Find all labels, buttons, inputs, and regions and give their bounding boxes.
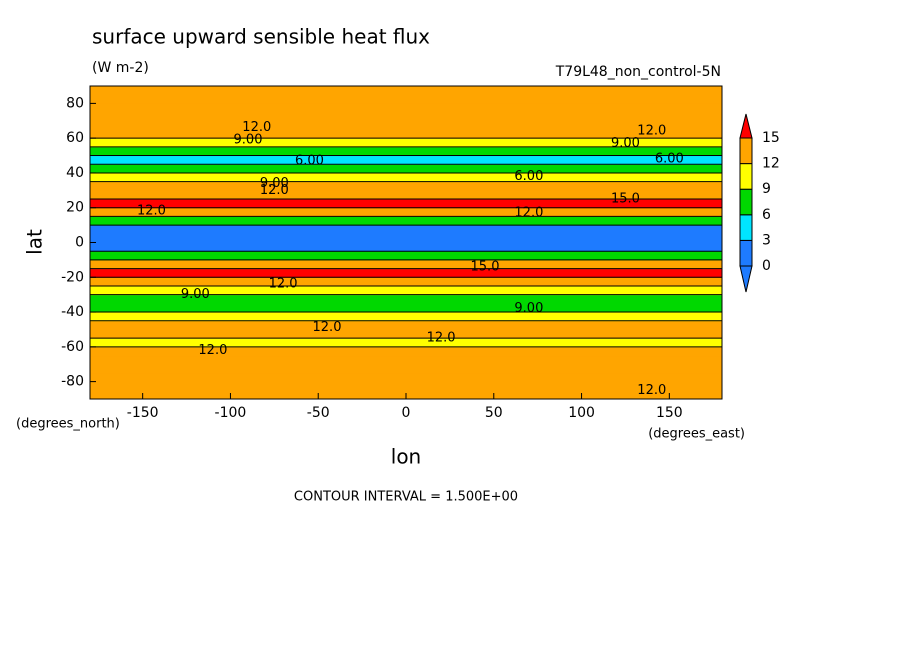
y-tick-label: 60 — [66, 130, 84, 146]
y-tick-label: 80 — [66, 95, 84, 111]
colorbar-under — [739, 265, 753, 293]
contour-label: 9.00 — [260, 176, 289, 191]
contour-label: 12.0 — [514, 205, 543, 220]
field-band — [90, 190, 722, 200]
contour-label: 12.0 — [260, 183, 289, 198]
y-tick-label: 20 — [66, 200, 84, 216]
contour-label: 9.00 — [181, 287, 210, 302]
contour-label: 9.00 — [234, 132, 263, 147]
contour-label: 12.0 — [637, 124, 666, 139]
contour-label: 6.00 — [295, 153, 324, 168]
contour-label: 12.0 — [137, 204, 166, 219]
field-band — [90, 155, 722, 165]
field-band — [90, 364, 722, 374]
field-band — [90, 259, 722, 270]
contour-label: 12.0 — [269, 277, 298, 292]
field-band — [90, 225, 722, 235]
field-band — [90, 294, 722, 304]
x-units: (degrees_east) — [648, 427, 745, 442]
field-band — [90, 86, 722, 96]
field-band — [90, 268, 722, 278]
colorbar-band — [739, 188, 753, 216]
y-units: (degrees_north) — [16, 417, 120, 432]
field-band — [90, 251, 722, 261]
field-band — [90, 242, 722, 252]
colorbar-label: 9 — [762, 181, 771, 197]
contour-label: 6.00 — [514, 169, 543, 184]
x-tick-label: -50 — [307, 405, 330, 421]
field-band — [90, 138, 722, 148]
colorbar-over — [739, 113, 753, 139]
field-band — [90, 129, 722, 139]
contour-label: 12.0 — [637, 383, 666, 398]
field-band — [90, 120, 722, 130]
colorbar-label: 6 — [762, 207, 771, 223]
y-tick-label: 0 — [75, 235, 84, 251]
y-tick-label: -40 — [61, 304, 84, 320]
field-band — [90, 233, 722, 243]
field-band — [90, 355, 722, 365]
x-tick-label: 0 — [402, 405, 411, 421]
field-band — [90, 338, 722, 348]
field-band — [90, 146, 722, 157]
field-band — [90, 372, 722, 383]
contour-label: 12.0 — [427, 331, 456, 346]
y-axis-label: lat — [23, 229, 47, 255]
contour-label: 15.0 — [471, 259, 500, 274]
chart-title: surface upward sensible heat flux — [92, 25, 430, 49]
dataset-label: T79L48_non_control-5N — [555, 64, 721, 80]
field-band — [90, 164, 722, 174]
colorbar-band — [739, 214, 753, 241]
colorbar-label: 15 — [762, 130, 780, 146]
contour-label: 15.0 — [611, 192, 640, 207]
colorbar-band — [739, 137, 753, 165]
field-band — [90, 216, 722, 226]
field-band — [90, 303, 722, 313]
y-tick-label: -60 — [61, 339, 84, 355]
chart-subtitle: (W m-2) — [92, 60, 149, 76]
field-band — [90, 112, 722, 122]
contour-label: 12.0 — [313, 320, 342, 335]
x-tick-label: 50 — [485, 405, 503, 421]
x-tick-label: -150 — [127, 405, 159, 421]
field-band — [90, 285, 722, 296]
field-band — [90, 181, 722, 191]
colorbar-band — [739, 163, 753, 190]
contour-label: 9.00 — [514, 301, 543, 316]
field-band — [90, 320, 722, 330]
x-tick-label: 150 — [656, 405, 683, 421]
y-tick-label: -20 — [61, 269, 84, 285]
field-band — [90, 346, 722, 357]
field-band — [90, 103, 722, 113]
contour-label: 6.00 — [655, 152, 684, 167]
x-tick-label: -100 — [215, 405, 247, 421]
field-band — [90, 207, 722, 217]
x-tick-label: 100 — [568, 405, 595, 421]
contour-label: 12.0 — [198, 343, 227, 358]
field-band — [90, 199, 722, 209]
x-axis-label: lon — [391, 445, 421, 469]
field-band — [90, 329, 722, 339]
colorbar-label: 12 — [762, 156, 780, 172]
contour-label: 9.00 — [611, 136, 640, 151]
field-band — [90, 381, 722, 391]
colorbar-label: 0 — [762, 258, 771, 274]
field-band — [90, 277, 722, 287]
contour-label: 12.0 — [242, 120, 271, 135]
y-tick-label: -80 — [61, 374, 84, 390]
field-band — [90, 94, 722, 104]
field-band — [90, 312, 722, 322]
colorbar-label: 3 — [762, 232, 771, 248]
y-tick-label: 40 — [66, 165, 84, 181]
contour-note: CONTOUR INTERVAL = 1.500E+00 — [294, 490, 518, 505]
colorbar-band — [739, 239, 753, 267]
field-band — [90, 172, 722, 183]
